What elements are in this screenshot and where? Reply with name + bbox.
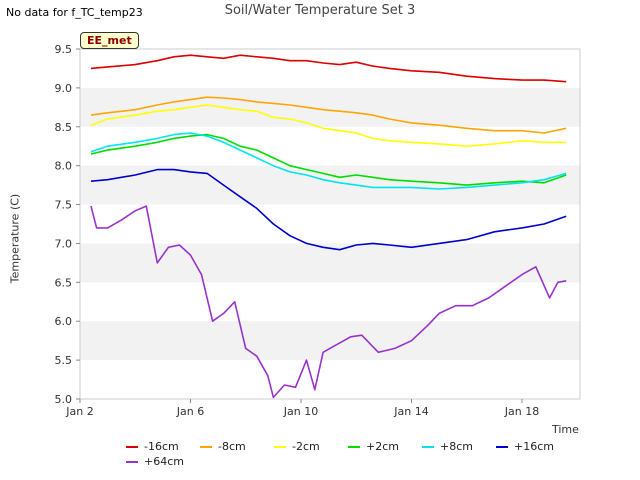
legend-item: +8cm bbox=[422, 440, 473, 453]
legend-item: +2cm bbox=[348, 440, 399, 453]
y-tick-label: 7.5 bbox=[55, 199, 73, 212]
legend-label: -2cm bbox=[292, 440, 320, 453]
x-tick-label: Jan 18 bbox=[504, 405, 539, 418]
grid-band bbox=[80, 321, 580, 361]
legend-item: +64cm bbox=[126, 455, 184, 468]
series-line-2cm bbox=[90, 133, 567, 186]
site-badge: EE_met bbox=[80, 32, 139, 49]
legend-item: -8cm bbox=[200, 440, 246, 453]
grid-band bbox=[80, 165, 580, 205]
y-tick-label: 6.0 bbox=[55, 315, 73, 328]
legend-label: +16cm bbox=[514, 440, 554, 453]
y-tick-label: 5.0 bbox=[55, 393, 73, 406]
x-tick-label: Jan 10 bbox=[283, 405, 318, 418]
y-axis-label: Temperature (C) bbox=[8, 193, 22, 284]
series-line-8cm bbox=[90, 96, 567, 134]
legend-label: +2cm bbox=[366, 440, 399, 453]
legend-swatch bbox=[422, 445, 434, 448]
series-line-8cm bbox=[90, 132, 567, 190]
legend-swatch bbox=[200, 445, 212, 448]
y-tick-label: 8.0 bbox=[55, 160, 73, 173]
y-tick-label: 9.0 bbox=[55, 82, 73, 95]
x-tick-label: Jan 2 bbox=[65, 405, 93, 418]
legend-label: +8cm bbox=[440, 440, 473, 453]
series-line-16cm bbox=[90, 54, 567, 83]
legend-label: -8cm bbox=[218, 440, 246, 453]
x-tick-label: Jan 6 bbox=[176, 405, 204, 418]
grid-band bbox=[80, 243, 580, 283]
legend-item: -2cm bbox=[274, 440, 320, 453]
legend-label: +64cm bbox=[144, 455, 184, 468]
y-tick-label: 6.5 bbox=[55, 276, 73, 289]
legend-item: +16cm bbox=[496, 440, 554, 453]
series-line-16cm bbox=[90, 168, 567, 251]
legend-swatch bbox=[496, 445, 508, 448]
chart-title: Soil/Water Temperature Set 3 bbox=[224, 3, 416, 18]
legend-swatch bbox=[126, 460, 138, 463]
y-tick-label: 8.5 bbox=[55, 121, 73, 134]
grid-band bbox=[80, 87, 580, 127]
plot-frame bbox=[79, 48, 581, 400]
legend-item: -16cm bbox=[126, 440, 179, 453]
y-tick-label: 5.5 bbox=[55, 354, 73, 367]
legend-label: -16cm bbox=[144, 440, 179, 453]
x-axis-label: Time bbox=[552, 423, 579, 436]
y-tick-label: 7.0 bbox=[55, 237, 73, 250]
y-tick-label: 9.5 bbox=[55, 43, 73, 56]
series-line-64cm bbox=[90, 205, 567, 399]
legend-swatch bbox=[274, 445, 286, 448]
series-line-2cm bbox=[90, 104, 567, 147]
legend-swatch bbox=[348, 445, 360, 448]
no-data-notice: No data for f_TC_temp23 bbox=[6, 6, 143, 19]
legend-swatch bbox=[126, 445, 138, 448]
x-tick-label: Jan 14 bbox=[393, 405, 428, 418]
